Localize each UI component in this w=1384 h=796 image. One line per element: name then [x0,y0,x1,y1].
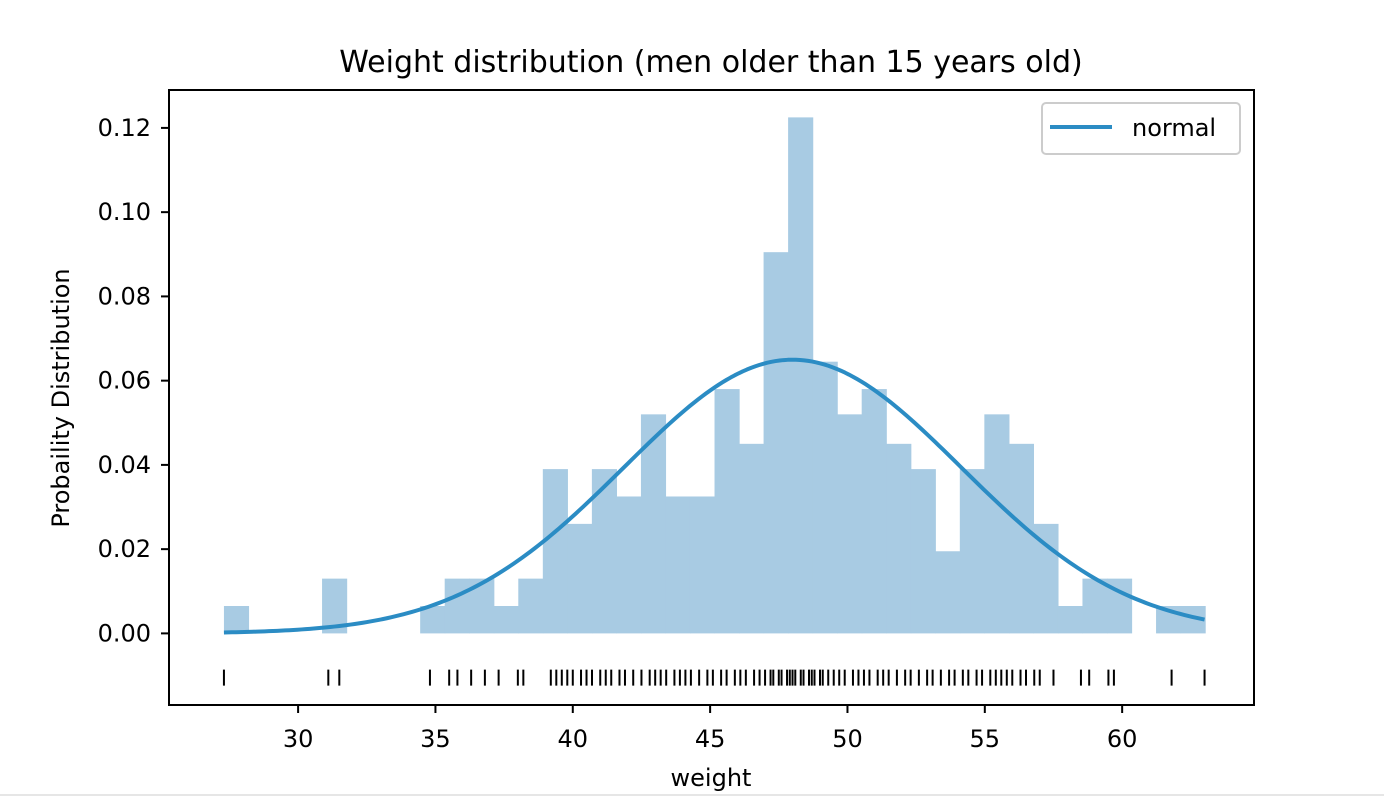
histogram-bar [616,496,642,634]
chart-title: Weight distribution (men older than 15 y… [339,45,1083,80]
histogram-bar [518,578,544,634]
histogram-bar [1057,606,1084,634]
histogram-bar [763,252,789,634]
histogram-bar [542,469,568,634]
series-lines [223,357,1205,635]
histogram-bar [567,523,593,634]
y-tick-label: 0.08 [98,282,151,310]
histogram-bar [984,414,1010,634]
y-tick-label: 0.02 [98,535,151,563]
plot-frame [168,89,1255,706]
histogram-bar [837,414,863,634]
y-tick-label: 0.04 [98,451,151,479]
histogram-bar [1008,443,1035,634]
histogram-bar [812,361,838,634]
histogram-bar [935,551,961,634]
y-tick-label: 0.12 [98,114,151,142]
histogram-bar [640,414,667,634]
page-footer-border [0,794,1384,796]
legend-box [1041,102,1241,155]
x-tick-label: 50 [832,725,863,753]
series-line-normal [223,357,1205,635]
y-tick-label: 0.10 [98,198,151,226]
histogram-bar [689,496,716,634]
histogram-bar [714,389,740,634]
y-tick-label: 0.00 [98,619,151,647]
x-tick-label: 55 [970,725,1001,753]
histogram-bar [1082,578,1108,634]
y-axis: 0.00 0.02 0.04 0.06 0.08 0.10 0.12 [98,114,169,647]
histogram-bar [861,389,887,634]
x-tick-label: 35 [420,725,451,753]
x-axis: 30 35 40 45 50 55 60 [283,705,1138,753]
histogram-bars [223,117,1206,634]
legend: normal [1041,102,1241,155]
x-axis-label: weight [671,764,752,792]
histogram-bar [665,496,691,634]
histogram-bar [739,443,765,634]
x-tick-label: 30 [283,725,314,753]
histogram-bar [959,469,985,634]
x-tick-label: 40 [558,725,589,753]
y-tick-label: 0.06 [98,367,151,395]
rug-ticks [222,669,1206,686]
x-tick-label: 60 [1107,725,1138,753]
histogram-bar [1033,523,1059,634]
y-axis-label: Probaility Distribution [47,268,75,527]
histogram-bar [493,606,519,634]
histogram-bar [886,443,912,634]
legend-label-normal: normal [1132,114,1216,142]
histogram-bar [223,606,250,634]
x-tick-label: 45 [695,725,726,753]
histogram-bar [420,606,446,634]
histogram-bar [444,578,470,634]
histogram-bar [910,469,936,634]
histogram-bar [788,117,814,634]
